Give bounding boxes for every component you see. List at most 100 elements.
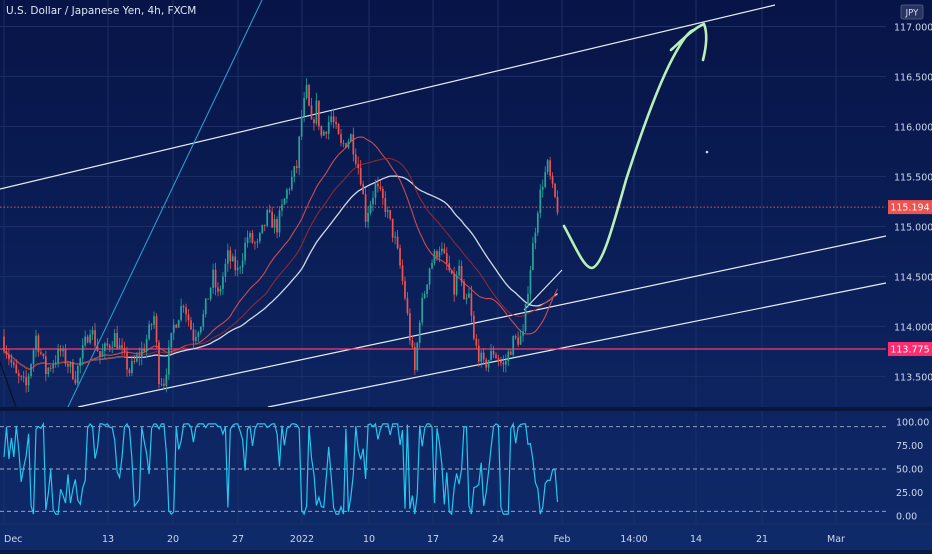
- candle[interactable]: [91, 326, 94, 340]
- candle[interactable]: [268, 204, 271, 214]
- candle[interactable]: [175, 323, 178, 329]
- lower-channel-line[interactable]: [77, 235, 887, 408]
- candle[interactable]: [450, 269, 453, 275]
- candle[interactable]: [22, 371, 25, 383]
- candle[interactable]: [231, 253, 234, 262]
- candle[interactable]: [276, 216, 278, 239]
- candle[interactable]: [116, 325, 119, 350]
- candle[interactable]: [418, 319, 421, 348]
- candle[interactable]: [239, 265, 242, 275]
- candle[interactable]: [177, 319, 180, 328]
- candle[interactable]: [473, 311, 475, 341]
- candle[interactable]: [509, 349, 512, 356]
- candle[interactable]: [394, 231, 396, 245]
- candle[interactable]: [128, 367, 131, 377]
- candle[interactable]: [421, 292, 424, 326]
- candle[interactable]: [244, 237, 246, 265]
- candle[interactable]: [96, 338, 99, 352]
- candle[interactable]: [411, 335, 414, 350]
- candle[interactable]: [251, 229, 254, 245]
- candle[interactable]: [504, 354, 507, 373]
- candle[interactable]: [492, 345, 495, 358]
- candle[interactable]: [8, 348, 10, 366]
- candle[interactable]: [138, 347, 141, 366]
- candle[interactable]: [342, 139, 345, 148]
- candle[interactable]: [101, 343, 104, 357]
- candle[interactable]: [99, 350, 101, 364]
- candle[interactable]: [12, 360, 15, 368]
- candle[interactable]: [27, 373, 30, 392]
- candle[interactable]: [320, 125, 323, 139]
- candle[interactable]: [325, 131, 328, 139]
- candle[interactable]: [118, 338, 121, 349]
- candle[interactable]: [281, 198, 283, 217]
- candle[interactable]: [195, 329, 197, 345]
- candle[interactable]: [340, 128, 342, 147]
- candle[interactable]: [441, 242, 443, 256]
- candle[interactable]: [431, 259, 433, 270]
- short-trend-line[interactable]: [523, 269, 563, 311]
- candle[interactable]: [482, 348, 485, 365]
- candle[interactable]: [254, 240, 256, 250]
- candle[interactable]: [160, 377, 163, 387]
- candle[interactable]: [20, 375, 23, 381]
- candle[interactable]: [401, 259, 404, 286]
- candle[interactable]: [487, 359, 490, 373]
- candle[interactable]: [308, 83, 310, 107]
- candle[interactable]: [256, 238, 259, 249]
- candle[interactable]: [209, 287, 212, 302]
- candle[interactable]: [69, 361, 72, 374]
- candle[interactable]: [332, 108, 335, 129]
- candle[interactable]: [318, 100, 320, 131]
- candle[interactable]: [453, 266, 456, 302]
- projection-arrow-head[interactable]: [669, 22, 708, 62]
- candle[interactable]: [313, 117, 315, 131]
- candle[interactable]: [246, 230, 249, 248]
- candle[interactable]: [357, 156, 360, 175]
- candle[interactable]: [372, 190, 374, 212]
- candle[interactable]: [135, 352, 138, 363]
- candle[interactable]: [3, 329, 5, 354]
- candle[interactable]: [438, 246, 441, 263]
- candle[interactable]: [40, 348, 42, 356]
- candle[interactable]: [234, 249, 237, 276]
- candle[interactable]: [497, 354, 500, 367]
- candle[interactable]: [224, 258, 227, 283]
- candle[interactable]: [551, 172, 554, 189]
- candle[interactable]: [150, 323, 153, 331]
- candle[interactable]: [17, 369, 20, 384]
- candle[interactable]: [182, 304, 185, 313]
- candle[interactable]: [293, 165, 296, 183]
- candle[interactable]: [522, 324, 524, 342]
- candle[interactable]: [84, 330, 87, 348]
- candle[interactable]: [406, 292, 409, 316]
- candle[interactable]: [271, 206, 273, 228]
- candle[interactable]: [79, 357, 82, 374]
- candle[interactable]: [62, 345, 64, 357]
- candle[interactable]: [502, 355, 505, 373]
- candle[interactable]: [121, 338, 123, 356]
- candle[interactable]: [541, 179, 544, 198]
- candle[interactable]: [104, 341, 106, 359]
- candle[interactable]: [507, 348, 510, 366]
- candle[interactable]: [214, 262, 217, 296]
- candle[interactable]: [544, 166, 547, 189]
- candle[interactable]: [463, 279, 465, 300]
- candle[interactable]: [54, 355, 57, 368]
- candle[interactable]: [458, 259, 460, 277]
- candle[interactable]: [327, 115, 330, 140]
- candle[interactable]: [384, 191, 387, 218]
- candle[interactable]: [123, 341, 126, 356]
- candle[interactable]: [180, 298, 182, 322]
- candle[interactable]: [131, 356, 133, 376]
- candle[interactable]: [241, 253, 244, 274]
- candle[interactable]: [74, 371, 77, 386]
- candle[interactable]: [337, 122, 340, 135]
- candle[interactable]: [261, 224, 264, 235]
- drawings[interactable]: [0, 0, 887, 408]
- candle[interactable]: [165, 368, 168, 393]
- candle[interactable]: [286, 187, 288, 204]
- candle[interactable]: [113, 329, 116, 348]
- candle[interactable]: [409, 308, 411, 345]
- candle[interactable]: [111, 340, 114, 354]
